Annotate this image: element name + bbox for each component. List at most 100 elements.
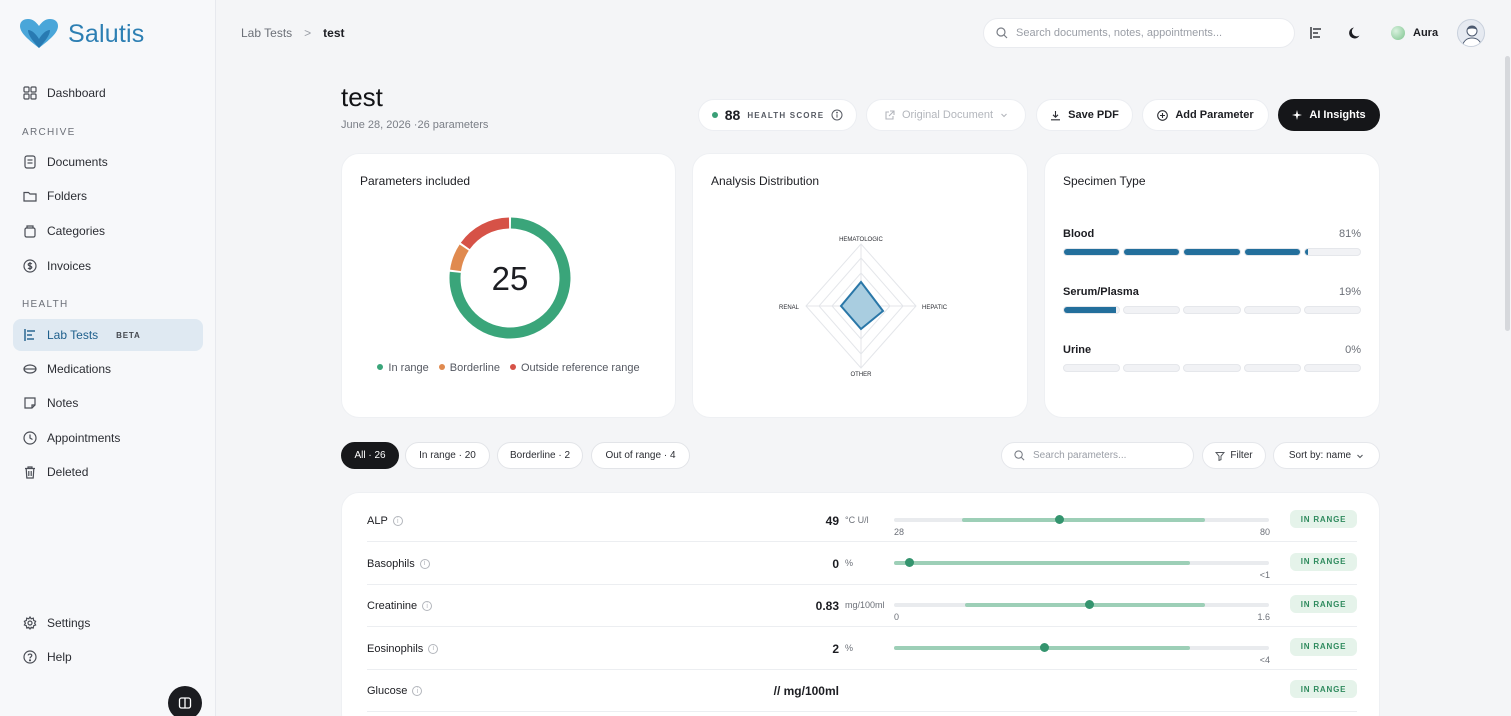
sidebar-item-label: Medications xyxy=(47,362,112,376)
sparkle-icon xyxy=(1292,110,1303,120)
sidebar-item-label: Documents xyxy=(47,155,108,169)
parameter-value: 49 xyxy=(825,514,839,528)
radar-axis-label: OTHER xyxy=(851,372,873,378)
parameter-name: Eosinophils xyxy=(367,642,424,655)
radar-shape xyxy=(839,280,885,331)
box-icon xyxy=(24,225,36,238)
specimen-bar-segment xyxy=(1243,364,1301,372)
gear-icon xyxy=(23,616,37,630)
add-parameter-button[interactable]: Add Parameter xyxy=(1142,99,1269,131)
range-value-marker xyxy=(1055,515,1064,524)
parameter-name: Creatinine xyxy=(367,600,418,612)
sidebar-item-documents[interactable]: Documents xyxy=(13,146,203,178)
parameter-unit: % xyxy=(845,557,854,568)
sidebar-item-settings[interactable]: Settings xyxy=(13,607,203,639)
heart-logo-icon xyxy=(20,19,58,48)
range-track xyxy=(894,557,1269,567)
grid-icon xyxy=(23,86,37,100)
lab-bars-icon xyxy=(24,329,35,341)
parameter-search[interactable] xyxy=(1001,442,1194,469)
specimen-bar-segment xyxy=(1303,248,1362,256)
aura-assistant-button[interactable]: Aura xyxy=(1383,19,1446,47)
breadcrumb-separator: > xyxy=(304,26,312,40)
sort-label: Sort by: name xyxy=(1288,450,1352,461)
table-row[interactable]: Basophils i 0 % <1 IN RANGE xyxy=(367,543,1357,585)
page-scrollbar[interactable] xyxy=(1505,56,1510,331)
timeline-button[interactable] xyxy=(1303,20,1329,46)
filter-chip-all[interactable]: All · 26 xyxy=(341,442,399,469)
avatar[interactable] xyxy=(1457,19,1485,47)
parameter-search-input[interactable] xyxy=(1033,450,1183,461)
sidebar-item-categories[interactable]: Categories xyxy=(13,215,203,247)
filter-chip-in-range[interactable]: In range · 20 xyxy=(405,442,490,469)
table-row[interactable]: Eosinophils i 2 % <4 IN RANGE xyxy=(367,628,1357,670)
pill-icon xyxy=(23,364,37,374)
range-min: 0 xyxy=(894,612,900,622)
range-track xyxy=(894,600,1269,609)
original-document-dropdown[interactable]: Original Document xyxy=(866,99,1026,131)
table-row[interactable]: ALP i 49 °C U/l 28 80 IN RANGE xyxy=(367,500,1357,542)
info-icon[interactable]: i xyxy=(419,558,430,569)
sidebar-item-invoices[interactable]: Invoices xyxy=(13,250,203,282)
sort-dropdown[interactable]: Sort by: name xyxy=(1273,442,1380,469)
ai-insights-button[interactable]: AI Insights xyxy=(1278,99,1380,131)
range-max: 1.6 xyxy=(1257,612,1270,622)
range-value-marker xyxy=(1085,600,1094,609)
sidebar-item-medications[interactable]: Medications xyxy=(13,353,203,385)
download-icon xyxy=(1051,110,1061,120)
parameter-value: 2 xyxy=(832,641,839,656)
save-pdf-button[interactable]: Save PDF xyxy=(1036,99,1133,131)
sidebar-item-dashboard[interactable]: Dashboard xyxy=(13,77,203,109)
section-label-archive: ARCHIVE xyxy=(22,127,76,138)
parameter-unit: mg/100ml xyxy=(845,600,885,610)
info-icon[interactable]: i xyxy=(412,686,423,696)
filter-button[interactable]: Filter xyxy=(1202,442,1266,469)
sidebar-item-appointments[interactable]: Appointments xyxy=(13,422,203,454)
health-score-pill[interactable]: 88 HEALTH SCORE xyxy=(698,99,857,131)
specimen-name: Serum/Plasma xyxy=(1063,286,1139,298)
status-badge: IN RANGE xyxy=(1290,552,1357,571)
parameter-unit: % xyxy=(845,642,854,653)
specimen-bar-segment xyxy=(1123,248,1181,256)
donut-segment-outside xyxy=(460,217,510,250)
legend-in-range: In range xyxy=(377,362,429,374)
app-logo[interactable]: Salutis xyxy=(18,18,144,50)
clock-icon xyxy=(23,431,37,445)
sidebar-item-folders[interactable]: Folders xyxy=(13,180,203,212)
sidebar-item-deleted[interactable]: Deleted xyxy=(13,456,203,488)
sidebar-panel-icon xyxy=(178,697,192,709)
help-icon xyxy=(23,650,37,664)
info-icon[interactable]: i xyxy=(428,643,439,654)
specimen-name: Blood xyxy=(1063,228,1095,240)
sidebar-item-label: Help xyxy=(47,650,72,664)
table-row[interactable]: Glucose i // mg/100ml IN RANGE xyxy=(367,670,1357,712)
dark-mode-toggle[interactable] xyxy=(1342,20,1368,46)
specimen-row: Serum/Plasma 19% xyxy=(1063,286,1362,314)
info-icon[interactable]: i xyxy=(392,516,403,526)
parameter-name: Glucose xyxy=(367,685,408,697)
page-title: test xyxy=(341,82,383,112)
filter-chip-borderline[interactable]: Borderline · 2 xyxy=(497,442,583,469)
global-search-input[interactable] xyxy=(1016,27,1276,39)
score-status-dot xyxy=(711,112,718,118)
global-search[interactable] xyxy=(983,18,1295,48)
sidebar-item-lab-tests[interactable]: Lab Tests BETA xyxy=(13,319,203,351)
breadcrumb-parent[interactable]: Lab Tests xyxy=(241,26,293,40)
search-icon xyxy=(1014,450,1025,461)
sidebar-item-label: Invoices xyxy=(47,259,92,273)
filter-chip-out-of-range[interactable]: Out of range · 4 xyxy=(591,442,690,469)
range-max: 80 xyxy=(1259,527,1270,537)
sidebar-item-help[interactable]: Help xyxy=(13,641,203,673)
specimen-bar-segment xyxy=(1123,306,1181,314)
specimen-row: Urine 0% xyxy=(1063,344,1362,372)
sidebar-item-notes[interactable]: Notes xyxy=(13,387,203,419)
add-parameter-label: Add Parameter xyxy=(1175,109,1254,121)
specimen-bar-segment xyxy=(1243,248,1301,256)
sidebar-toggle-button[interactable] xyxy=(168,686,202,716)
info-icon[interactable]: i xyxy=(422,601,433,611)
sidebar-item-label: Folders xyxy=(47,189,88,203)
parameter-value: // mg/100ml xyxy=(773,684,839,698)
range-max: <4 xyxy=(1259,654,1270,665)
table-row[interactable]: Creatinine i 0.83 mg/100ml 0 1.6 IN RANG… xyxy=(367,585,1357,627)
parameter-unit: °C U/l xyxy=(845,515,869,525)
